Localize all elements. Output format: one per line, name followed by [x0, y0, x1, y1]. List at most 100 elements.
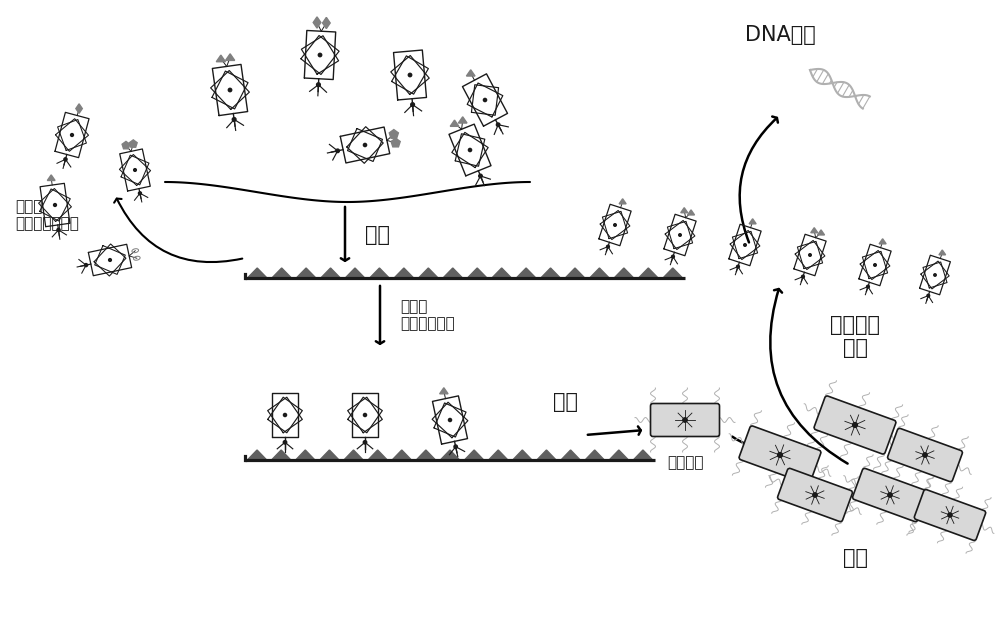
- Circle shape: [57, 228, 60, 231]
- Polygon shape: [226, 54, 235, 60]
- Polygon shape: [47, 175, 55, 180]
- Polygon shape: [818, 230, 825, 235]
- Circle shape: [283, 441, 287, 444]
- Polygon shape: [590, 268, 609, 278]
- Polygon shape: [389, 130, 398, 138]
- Polygon shape: [272, 450, 291, 460]
- Text: 孵育后
保留靶向蛋白: 孵育后 保留靶向蛋白: [400, 299, 455, 331]
- Circle shape: [778, 453, 782, 458]
- Circle shape: [317, 83, 320, 87]
- Circle shape: [923, 453, 927, 457]
- Circle shape: [479, 174, 482, 178]
- Polygon shape: [466, 70, 475, 76]
- FancyBboxPatch shape: [888, 428, 962, 482]
- Circle shape: [874, 264, 876, 267]
- Polygon shape: [368, 450, 387, 460]
- Polygon shape: [370, 268, 389, 278]
- Circle shape: [888, 493, 892, 497]
- FancyBboxPatch shape: [814, 396, 896, 454]
- FancyBboxPatch shape: [650, 404, 719, 436]
- Polygon shape: [129, 140, 137, 147]
- Polygon shape: [811, 228, 818, 232]
- Circle shape: [737, 265, 739, 268]
- Text: 孵育后
弃去非靶向蛋白: 孵育后 弃去非靶向蛋白: [15, 199, 79, 231]
- Circle shape: [483, 99, 487, 102]
- FancyBboxPatch shape: [739, 426, 821, 484]
- Polygon shape: [565, 268, 585, 278]
- Polygon shape: [609, 450, 628, 460]
- Circle shape: [468, 148, 472, 152]
- Polygon shape: [516, 268, 536, 278]
- FancyBboxPatch shape: [778, 468, 852, 521]
- Polygon shape: [450, 120, 459, 126]
- Polygon shape: [344, 450, 363, 460]
- Polygon shape: [392, 450, 411, 460]
- Polygon shape: [561, 450, 580, 460]
- FancyBboxPatch shape: [853, 468, 927, 521]
- Polygon shape: [614, 268, 634, 278]
- Circle shape: [363, 441, 367, 444]
- Polygon shape: [513, 450, 532, 460]
- Polygon shape: [633, 450, 653, 460]
- Polygon shape: [537, 450, 556, 460]
- Circle shape: [138, 192, 141, 195]
- Circle shape: [134, 169, 136, 171]
- Circle shape: [448, 418, 452, 422]
- Polygon shape: [663, 268, 683, 278]
- Polygon shape: [585, 450, 604, 460]
- Circle shape: [283, 414, 287, 417]
- Circle shape: [934, 274, 936, 277]
- Circle shape: [454, 445, 457, 448]
- Polygon shape: [749, 219, 756, 224]
- Polygon shape: [391, 138, 400, 147]
- Circle shape: [614, 224, 616, 226]
- Circle shape: [109, 259, 111, 262]
- Circle shape: [411, 103, 414, 107]
- Circle shape: [71, 133, 73, 136]
- Polygon shape: [440, 450, 460, 460]
- Text: 扩增: 扩增: [843, 548, 868, 568]
- Text: 大肠杆菌: 大肠杆菌: [667, 455, 703, 470]
- Polygon shape: [296, 450, 315, 460]
- Polygon shape: [464, 450, 484, 460]
- Polygon shape: [443, 268, 463, 278]
- Circle shape: [232, 118, 236, 122]
- Polygon shape: [492, 268, 511, 278]
- Circle shape: [84, 264, 88, 267]
- Polygon shape: [467, 268, 487, 278]
- Polygon shape: [639, 268, 658, 278]
- Circle shape: [853, 423, 857, 427]
- Polygon shape: [320, 450, 339, 460]
- Circle shape: [927, 294, 930, 297]
- Polygon shape: [416, 450, 436, 460]
- Polygon shape: [681, 208, 688, 213]
- Polygon shape: [688, 210, 695, 215]
- Circle shape: [802, 275, 804, 278]
- Polygon shape: [458, 117, 467, 123]
- Polygon shape: [939, 250, 946, 255]
- Polygon shape: [272, 268, 291, 278]
- Polygon shape: [247, 268, 267, 278]
- Circle shape: [809, 254, 811, 256]
- Text: 转染: 转染: [552, 392, 578, 412]
- Circle shape: [867, 285, 869, 288]
- Polygon shape: [323, 17, 330, 29]
- Polygon shape: [440, 388, 448, 394]
- Circle shape: [54, 203, 56, 206]
- Circle shape: [64, 157, 67, 161]
- Circle shape: [607, 245, 609, 248]
- Polygon shape: [296, 268, 316, 278]
- Polygon shape: [247, 450, 267, 460]
- Circle shape: [683, 418, 687, 422]
- Polygon shape: [313, 17, 321, 28]
- Text: 营救发酵
纯化: 营救发酵 纯化: [830, 315, 880, 358]
- Polygon shape: [394, 268, 414, 278]
- Polygon shape: [122, 141, 130, 149]
- Polygon shape: [345, 268, 365, 278]
- Circle shape: [228, 88, 232, 92]
- Circle shape: [744, 244, 746, 246]
- Polygon shape: [216, 55, 225, 62]
- Polygon shape: [619, 199, 626, 204]
- Circle shape: [948, 513, 952, 517]
- Circle shape: [318, 53, 322, 56]
